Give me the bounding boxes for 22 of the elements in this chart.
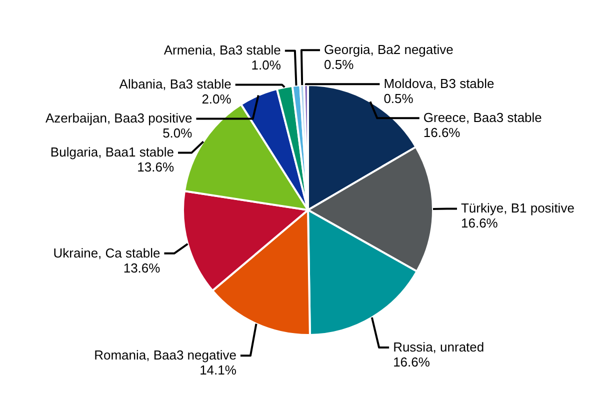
data-label: 16.6% <box>393 354 430 370</box>
data-label: 13.6% <box>123 260 161 276</box>
slice-label: Armenia, Ba3 stable <box>164 42 281 58</box>
slice-label: Albania, Ba3 stable <box>119 76 232 92</box>
data-label: 16.6% <box>460 216 498 231</box>
slice-label: Moldova, B3 stable <box>384 76 494 92</box>
data-label: 2.0% <box>202 92 232 107</box>
data-label: 13.6% <box>137 160 174 175</box>
slice-label: Türkiye, B1 positive <box>460 200 574 216</box>
slice-label: Azerbaijan, Baa3 positive <box>46 110 192 126</box>
data-label: 14.1% <box>200 362 237 378</box>
slice-label: Ukraine, Ca stable <box>53 245 160 260</box>
data-label: 0.5% <box>324 57 354 72</box>
slice-label: Georgia, Ba2 negative <box>324 42 454 58</box>
data-label: 5.0% <box>162 126 193 141</box>
data-label: 0.5% <box>384 91 414 106</box>
slice-label: Greece, Baa3 stable <box>423 110 542 126</box>
slice-label: Bulgaria, Baa1 stable <box>50 144 174 160</box>
data-label: 1.0% <box>251 58 282 73</box>
slice-label: Russia, unrated <box>393 340 484 355</box>
data-label: 16.6% <box>423 125 461 140</box>
slice-label: Romania, Baa3 negative <box>94 348 236 363</box>
